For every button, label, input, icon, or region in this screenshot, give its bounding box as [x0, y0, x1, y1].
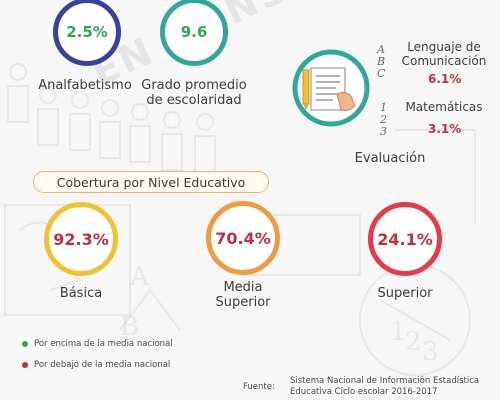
cobertura-title: Cobertura por Nivel Educativo — [56, 174, 246, 190]
cobertura-title-pill: Cobertura por Nivel Educativo — [33, 171, 269, 193]
analfabetismo-value: 2.5% — [66, 23, 108, 41]
superior-circle: 24.1% — [368, 202, 442, 276]
legend-above-national: Por encima de la media nacional — [22, 339, 173, 349]
escolaridad-label-line2: de escolaridad — [146, 93, 242, 108]
svg-text:2: 2 — [405, 327, 422, 357]
source-label: Fuente: — [243, 382, 275, 392]
escolaridad-value: 9.6 — [180, 23, 208, 41]
evaluation-test-icon — [292, 49, 370, 127]
evaluacion-title: Evaluación — [354, 151, 426, 166]
analfabetismo-label: Analfabetismo — [38, 78, 132, 93]
analfabetismo-circle: 2.5% — [53, 0, 121, 66]
svg-text:3: 3 — [422, 337, 439, 367]
green-dot-icon — [22, 341, 28, 347]
matematicas-value: 3.1% — [428, 122, 462, 136]
abc-letters: A B C — [377, 43, 386, 80]
legend-below-national: Por debajo de la media nacional — [22, 360, 170, 370]
superior-label: Superior — [377, 286, 433, 301]
svg-text:A: A — [129, 262, 150, 292]
media-superior-label: Media Superior — [215, 280, 271, 310]
media-superior-value: 70.4% — [215, 228, 271, 248]
escolaridad-label: Grado promedio de escolaridad — [136, 78, 252, 108]
source-text: Sistema Nacional de Información Estadíst… — [290, 376, 480, 397]
escolaridad-label-line1: Grado promedio — [141, 78, 247, 93]
basica-value: 92.3% — [53, 229, 109, 249]
legend-below-label: Por debajo de la media nacional — [34, 360, 171, 370]
red-dot-icon — [22, 362, 28, 368]
lenguaje-label: Lenguaje de Comunicación — [401, 40, 487, 68]
numbers-123: 1 2 3 — [380, 101, 387, 138]
legend-above-label: Por encima de la media nacional — [34, 339, 173, 349]
svg-text:B: B — [120, 312, 139, 342]
lenguaje-value: 6.1% — [428, 72, 462, 86]
escolaridad-circle: 9.6 — [160, 0, 228, 66]
basica-label: Básica — [59, 286, 103, 301]
matematicas-label: Matemáticas — [405, 100, 483, 114]
basica-circle: 92.3% — [44, 202, 118, 276]
media-superior-circle: 70.4% — [206, 201, 280, 275]
superior-value: 24.1% — [377, 229, 433, 249]
svg-text:1: 1 — [390, 317, 407, 347]
